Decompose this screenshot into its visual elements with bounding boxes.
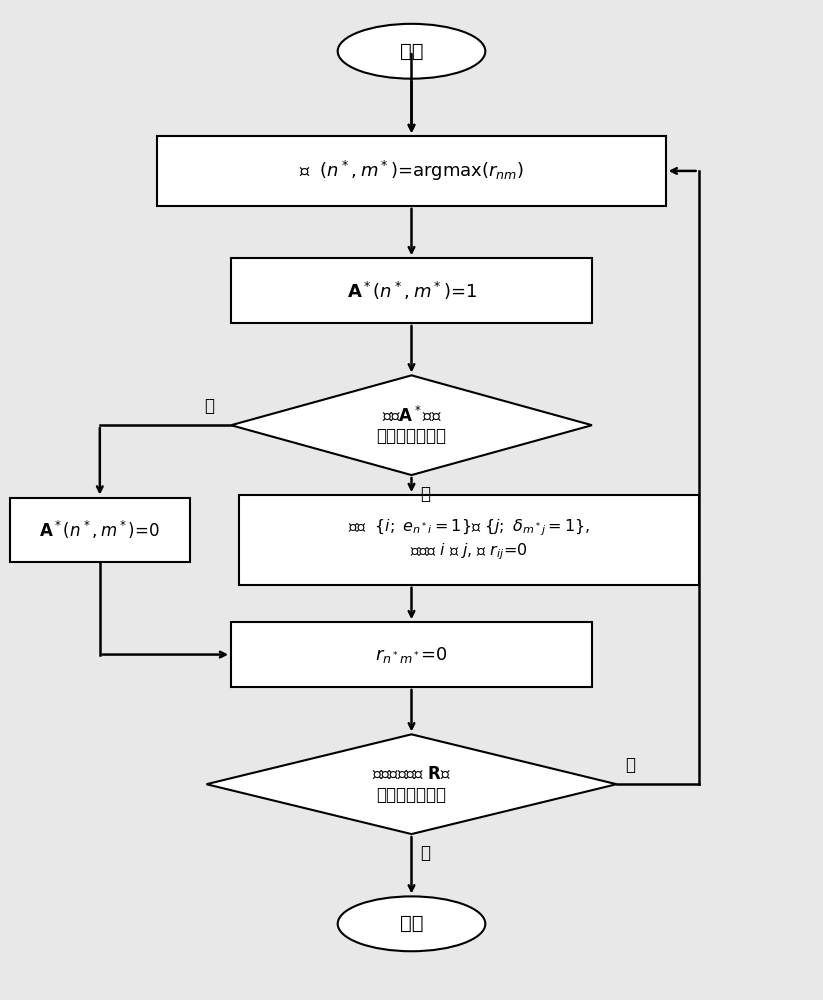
- Text: $\mathbf{A}^*(n^*, m^*)$=1: $\mathbf{A}^*(n^*, m^*)$=1: [346, 280, 477, 302]
- Text: 频谱效益矩阵 $\mathbf{R}$中
是否存在正数？: 频谱效益矩阵 $\mathbf{R}$中 是否存在正数？: [372, 765, 451, 804]
- FancyBboxPatch shape: [10, 498, 190, 562]
- Text: 求  $(n^*, m^*)$=argmax$(r_{nm})$: 求 $(n^*, m^*)$=argmax$(r_{nm})$: [299, 159, 524, 183]
- Ellipse shape: [337, 896, 486, 951]
- Ellipse shape: [337, 24, 486, 79]
- FancyBboxPatch shape: [231, 622, 592, 687]
- Text: 否: 否: [205, 397, 215, 415]
- FancyBboxPatch shape: [231, 258, 592, 323]
- FancyBboxPatch shape: [239, 495, 699, 585]
- Text: 开始: 开始: [400, 42, 423, 61]
- Text: 是: 是: [625, 756, 635, 774]
- Text: $\mathbf{A}^*(n^*,m^*)$=0: $\mathbf{A}^*(n^*,m^*)$=0: [40, 519, 160, 541]
- Text: 是: 是: [420, 485, 430, 503]
- Text: 否: 否: [420, 844, 430, 862]
- Text: $r_{n^*m^*}$=0: $r_{n^*m^*}$=0: [375, 645, 448, 665]
- Polygon shape: [231, 375, 592, 475]
- Text: 结束: 结束: [400, 914, 423, 933]
- Text: 判断$\mathbf{A}^*$是否
满足约束条件？: 判断$\mathbf{A}^*$是否 满足约束条件？: [376, 405, 447, 445]
- Polygon shape: [207, 734, 616, 834]
- FancyBboxPatch shape: [157, 136, 666, 206]
- Text: 求解  $\{i;\  e_{n^*i}=1\}$及 $\{j;\ \delta_{m^*j}=1\}$,
对所有 $i$ 和 $j$, 令 $r_{ij}$=: 求解 $\{i;\ e_{n^*i}=1\}$及 $\{j;\ \delta_{…: [348, 518, 590, 562]
